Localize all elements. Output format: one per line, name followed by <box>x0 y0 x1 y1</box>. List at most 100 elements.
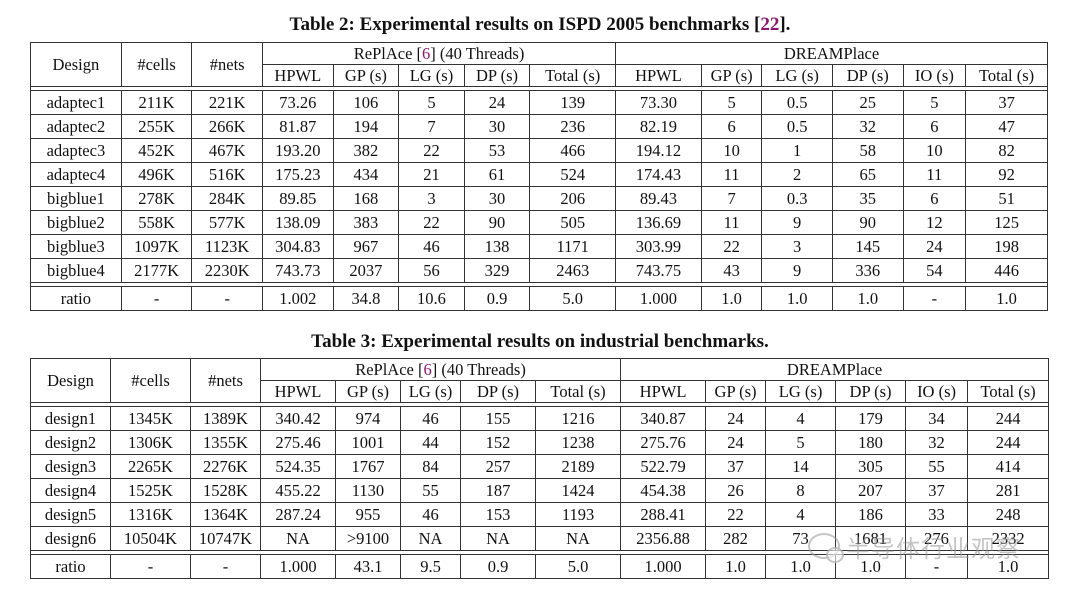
table-cell: 967 <box>332 234 400 259</box>
ratio-cell: 1.002 <box>262 286 334 311</box>
replace-threads: ] (40 Threads) <box>430 43 525 63</box>
table-cell: 1355K <box>190 430 261 455</box>
table-cell: 1001 <box>335 430 401 455</box>
table-row: adaptec4 496K 516K 175.23 434 21 61 524 174.43 11… <box>30 162 1048 187</box>
table-cell: 524 <box>529 162 617 187</box>
table-cell: 5 <box>902 90 967 115</box>
table-cell: 37 <box>965 90 1048 115</box>
table-cell: 84 <box>400 454 461 479</box>
subheader-cell: Total (s) <box>965 64 1048 87</box>
table-cell: 516K <box>191 162 263 187</box>
table-cell: 32 <box>831 114 904 139</box>
design-name-cell: adaptec2 <box>30 114 122 139</box>
subheader-cell: DP (s) <box>835 380 907 403</box>
design-name-cell: design2 <box>30 430 111 455</box>
design-name-cell: design3 <box>30 454 111 479</box>
table-cell: 12 <box>902 210 967 235</box>
table-cell: 179 <box>835 406 907 431</box>
header-nets: #nets <box>191 42 263 87</box>
table-cell: 155 <box>460 406 536 431</box>
table-cell: 106 <box>332 90 400 115</box>
table-cell: 275.46 <box>260 430 336 455</box>
table-cell: 139 <box>529 90 617 115</box>
table-cell: 1424 <box>534 478 622 503</box>
table-cell: 44 <box>400 430 461 455</box>
table3: Design #cells #nets RePlAce [6] (40 Thre… <box>29 358 1050 579</box>
table-cell: 6 <box>700 114 763 139</box>
table-cell: 30 <box>463 114 531 139</box>
table2-caption-text: Table 2: Experimental results on ISPD 20… <box>289 14 761 35</box>
table-cell: 35 <box>831 186 904 211</box>
table-cell: 194 <box>332 114 400 139</box>
table2: Design #cells #nets RePlAce [6] (40 Thre… <box>30 42 1048 311</box>
header-replace-group: RePlAce [6] (40 Threads) <box>261 42 617 65</box>
ratio-cell: 1.0 <box>835 554 907 579</box>
ratio-cell: 0.9 <box>463 286 531 311</box>
table-cell: 467K <box>191 138 263 163</box>
subheader-cell: DP (s) <box>831 64 904 87</box>
table-cell: 81.87 <box>262 114 334 139</box>
table-cell: 257 <box>460 454 536 479</box>
subheader-cell: GP (s) <box>705 380 767 403</box>
ratio-cell: - <box>110 554 191 579</box>
table-cell: 743.73 <box>262 258 334 283</box>
ratio-cell: 1.000 <box>260 554 336 579</box>
replace-label: RePlAce [ <box>353 43 423 63</box>
ratio-cell: - <box>191 286 263 311</box>
table-cell: 22 <box>398 138 465 163</box>
table-cell: 255K <box>120 114 193 139</box>
subheader-cell: HPWL <box>615 64 702 87</box>
table-cell: 6 <box>902 114 967 139</box>
ratio-cell: 1.000 <box>615 286 702 311</box>
table-cell: 1528K <box>190 478 261 503</box>
table-cell: 33 <box>905 502 969 527</box>
subheader-cell: Total (s) <box>534 380 622 403</box>
table-cell: 244 <box>967 430 1050 455</box>
table-cell: 194.12 <box>615 138 702 163</box>
ratio-cell: 0.9 <box>460 554 536 579</box>
table-cell: 4 <box>765 406 837 431</box>
table-cell: 51 <box>965 186 1048 211</box>
table-row: bigblue3 1097K 1123K 304.83 967 46 138 1171 303.… <box>30 234 1048 259</box>
table-cell: 55 <box>400 478 461 503</box>
table-cell: 138.09 <box>262 210 334 235</box>
ratio-cell: - <box>190 554 261 579</box>
table-cell: 558K <box>120 210 193 235</box>
table-cell: 46 <box>400 502 461 527</box>
subheader-cell: HPWL <box>262 64 334 87</box>
table-row: design5 1316K 1364K 287.24 955 46 153 1193 288.4… <box>30 502 1050 527</box>
table-row: design3 2265K 2276K 524.35 1767 84 257 2189 522.… <box>30 454 1050 479</box>
ratio-cell: 1.0 <box>700 286 763 311</box>
subheader-cell: LG (s) <box>400 380 461 403</box>
table-cell: 276 <box>905 526 969 551</box>
table-cell: 14 <box>765 454 837 479</box>
table-cell: 414 <box>967 454 1050 479</box>
table-cell: 145 <box>831 234 904 259</box>
table-cell: 82.19 <box>615 114 702 139</box>
replace-citation[interactable]: 6 <box>422 43 431 63</box>
table-cell: 522.79 <box>620 454 707 479</box>
table-cell: 125 <box>965 210 1048 235</box>
table-cell: 1216 <box>534 406 622 431</box>
table-cell: 340.42 <box>260 406 336 431</box>
table-cell: 2356.88 <box>620 526 707 551</box>
table-cell: 1171 <box>529 234 617 259</box>
subheader-cell: HPWL <box>620 380 707 403</box>
table-cell: 24 <box>463 90 531 115</box>
table-cell: 61 <box>463 162 531 187</box>
table-cell: 221K <box>191 90 263 115</box>
table-cell: NA <box>534 526 622 551</box>
subheader-cell: IO (s) <box>905 380 969 403</box>
table-cell: 180 <box>835 430 907 455</box>
table-cell: 9 <box>761 210 833 235</box>
table-cell: 90 <box>831 210 904 235</box>
table-cell: 174.43 <box>615 162 702 187</box>
table-cell: 577K <box>191 210 263 235</box>
table-cell: 90 <box>463 210 531 235</box>
replace-citation[interactable]: 6 <box>423 359 432 379</box>
table-cell: 3 <box>398 186 465 211</box>
table2-caption-citation[interactable]: 22 <box>760 14 780 35</box>
table-cell: 153 <box>460 502 536 527</box>
table-cell: 236 <box>529 114 617 139</box>
table-cell: 305 <box>835 454 907 479</box>
